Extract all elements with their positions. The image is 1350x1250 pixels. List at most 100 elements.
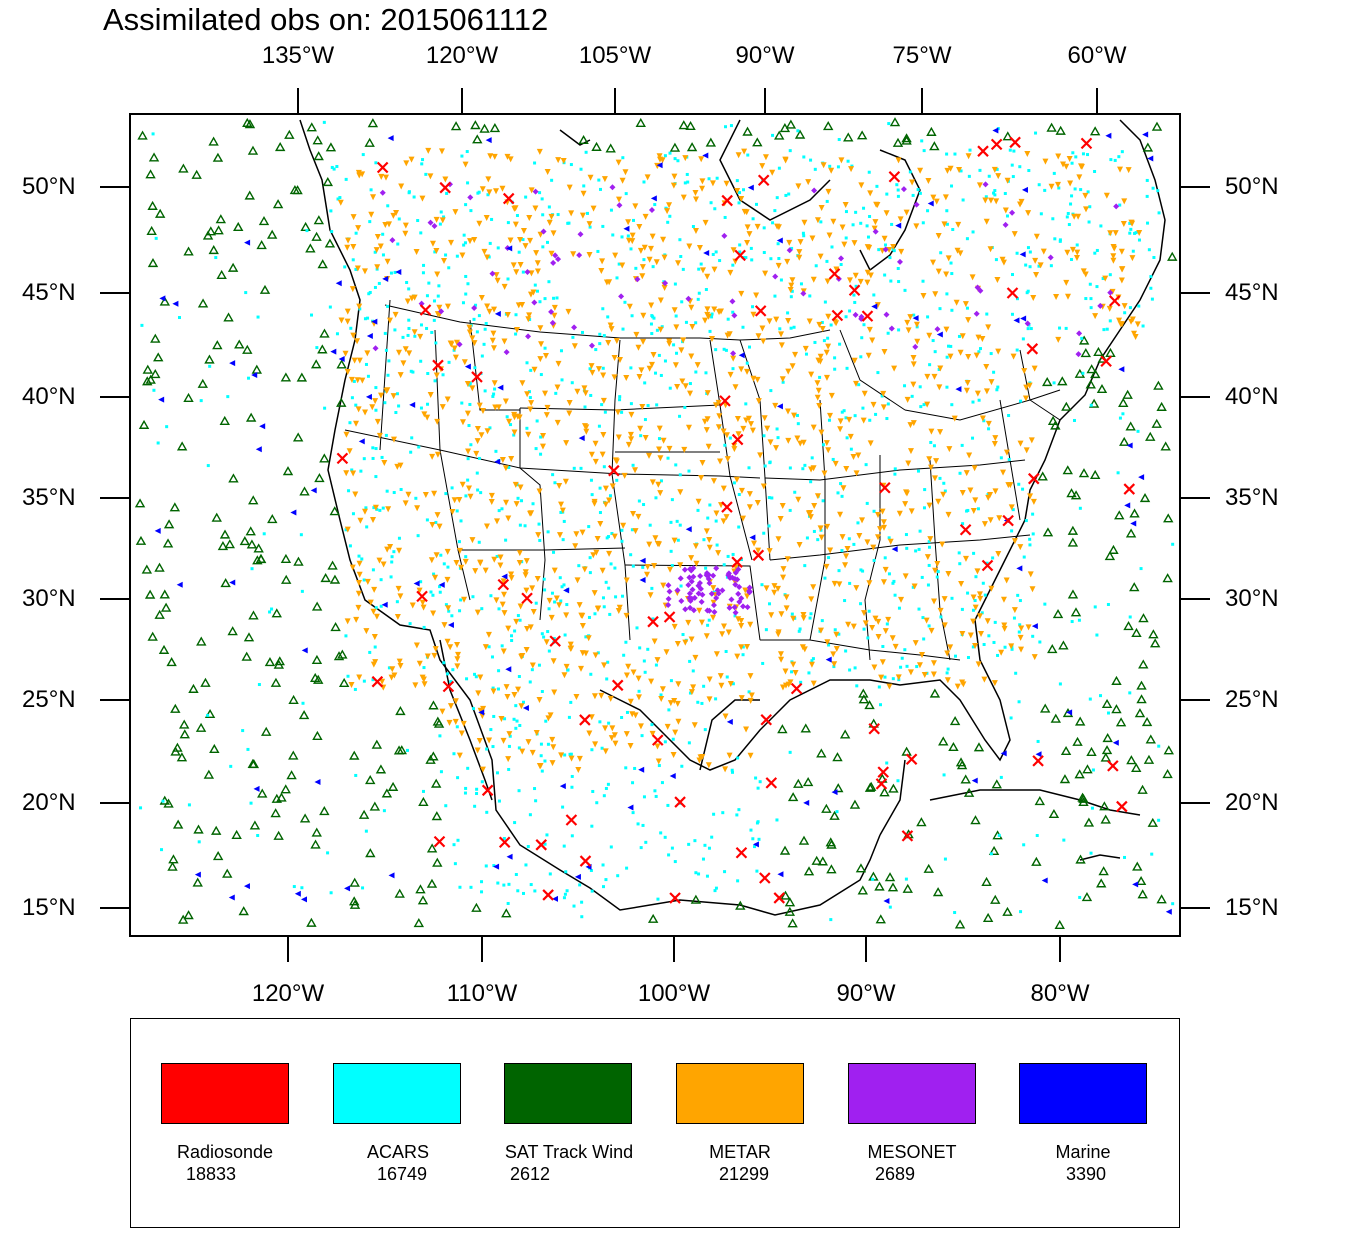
acars-marker bbox=[648, 523, 652, 527]
acars-marker bbox=[621, 156, 625, 160]
acars-marker bbox=[609, 845, 613, 849]
sat-track-wind-marker bbox=[923, 863, 934, 873]
metar-marker bbox=[960, 681, 967, 688]
metar-marker bbox=[850, 453, 857, 460]
mesonet-marker bbox=[744, 604, 751, 611]
sat-track-wind-marker bbox=[1149, 638, 1161, 648]
acars-marker bbox=[262, 532, 266, 536]
sat-track-wind-marker bbox=[1060, 745, 1072, 756]
mesonet-marker bbox=[696, 580, 703, 587]
acars-marker bbox=[1017, 482, 1021, 486]
acars-marker bbox=[244, 291, 248, 295]
acars-marker bbox=[597, 178, 601, 182]
sat-track-wind-marker bbox=[1057, 376, 1068, 386]
sat-track-wind-marker bbox=[1135, 875, 1147, 886]
metar-marker bbox=[896, 510, 903, 517]
metar-marker bbox=[847, 433, 854, 440]
acars-marker bbox=[464, 494, 468, 498]
acars-marker bbox=[1128, 615, 1132, 619]
marine-marker bbox=[253, 785, 260, 792]
acars-marker bbox=[724, 649, 728, 653]
metar-marker bbox=[588, 451, 595, 458]
acars-marker bbox=[422, 263, 426, 267]
metar-marker bbox=[1082, 192, 1089, 199]
metar-marker bbox=[963, 387, 970, 394]
acars-marker bbox=[526, 845, 530, 849]
metar-marker bbox=[797, 440, 804, 447]
metar-marker bbox=[883, 210, 890, 217]
metar-marker bbox=[623, 577, 630, 584]
acars-marker bbox=[804, 352, 808, 356]
acars-marker bbox=[362, 578, 366, 582]
metar-marker bbox=[875, 618, 882, 625]
mesonet-marker bbox=[686, 590, 693, 597]
acars-marker bbox=[601, 863, 605, 867]
metar-marker bbox=[479, 766, 486, 773]
metar-marker bbox=[394, 463, 401, 470]
sat-track-wind-marker bbox=[212, 340, 223, 350]
metar-marker bbox=[502, 398, 509, 405]
metar-marker bbox=[892, 643, 899, 650]
sat-track-wind-marker bbox=[273, 830, 284, 840]
metar-marker bbox=[615, 159, 622, 166]
metar-marker bbox=[959, 490, 966, 497]
metar-marker bbox=[452, 718, 459, 725]
acars-marker bbox=[354, 773, 358, 777]
metar-marker bbox=[972, 497, 979, 504]
metar-marker bbox=[742, 587, 749, 594]
acars-marker bbox=[788, 750, 792, 754]
acars-marker bbox=[467, 424, 471, 428]
metar-marker bbox=[827, 547, 834, 554]
sat-track-wind-marker bbox=[172, 819, 184, 829]
marine-marker bbox=[314, 779, 321, 786]
acars-marker bbox=[350, 396, 354, 400]
sat-track-wind-marker bbox=[367, 118, 379, 128]
sat-track-wind-marker bbox=[349, 750, 360, 760]
marine-marker bbox=[638, 766, 645, 773]
metar-marker bbox=[544, 404, 551, 411]
acars-marker bbox=[1058, 238, 1062, 242]
metar-marker bbox=[681, 446, 688, 453]
metar-marker bbox=[627, 431, 634, 438]
acars-marker bbox=[708, 329, 712, 333]
metar-marker bbox=[396, 349, 403, 356]
acars-marker bbox=[425, 518, 429, 522]
acars-marker bbox=[528, 396, 532, 400]
metar-marker bbox=[644, 174, 651, 181]
acars-marker bbox=[911, 585, 915, 589]
metar-marker bbox=[528, 510, 535, 517]
acars-marker bbox=[385, 489, 389, 493]
acars-marker bbox=[921, 221, 925, 225]
sat-track-wind-marker bbox=[248, 495, 259, 505]
acars-marker bbox=[795, 413, 799, 417]
acars-marker bbox=[229, 764, 233, 768]
acars-marker bbox=[374, 447, 378, 451]
left-lat-tick-label: 30°N bbox=[22, 585, 76, 612]
sat-track-wind-marker bbox=[319, 328, 330, 338]
acars-marker bbox=[722, 563, 726, 567]
metar-marker bbox=[506, 418, 513, 425]
acars-marker bbox=[811, 657, 815, 661]
acars-marker bbox=[812, 529, 816, 533]
metar-marker bbox=[666, 445, 673, 452]
metar-marker bbox=[474, 609, 481, 616]
sat-track-wind-marker bbox=[793, 778, 804, 788]
acars-marker bbox=[693, 839, 697, 843]
sat-track-wind-marker bbox=[1151, 121, 1163, 131]
metar-marker bbox=[1003, 577, 1010, 584]
metar-marker bbox=[738, 487, 745, 494]
sat-track-wind-marker bbox=[163, 519, 175, 529]
metar-marker bbox=[359, 377, 366, 384]
acars-marker bbox=[802, 155, 806, 159]
metar-marker bbox=[843, 466, 850, 473]
sat-track-wind-marker bbox=[1093, 346, 1104, 357]
metar-marker bbox=[391, 672, 398, 679]
metar-marker bbox=[744, 224, 751, 231]
acars-marker bbox=[539, 373, 543, 377]
metar-marker bbox=[524, 626, 531, 633]
acars-marker bbox=[347, 489, 351, 493]
metar-marker bbox=[1033, 233, 1040, 240]
radiosonde-marker bbox=[734, 249, 746, 262]
metar-marker bbox=[717, 673, 724, 680]
acars-marker bbox=[872, 509, 876, 513]
